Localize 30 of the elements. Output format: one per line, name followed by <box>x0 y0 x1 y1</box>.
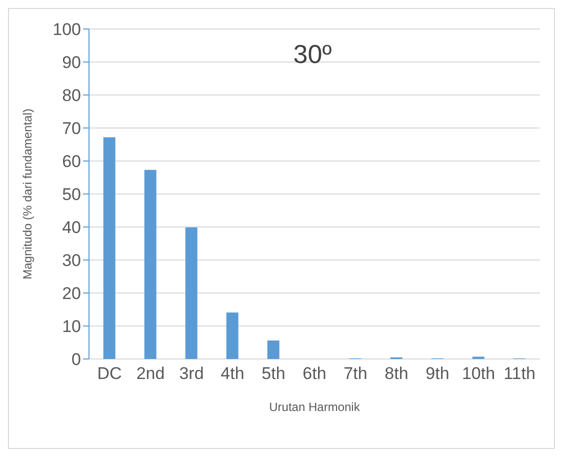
bar <box>144 170 156 359</box>
bar <box>267 340 280 359</box>
x-tick-label: 3rd <box>179 364 204 384</box>
y-tick-label: 80 <box>62 86 81 106</box>
y-tick-label: 10 <box>62 317 81 336</box>
x-tick-label: 9th <box>426 364 450 384</box>
x-tick-label: 8th <box>384 364 408 384</box>
x-tick-label: 7th <box>344 364 368 384</box>
x-tick-label: 6th <box>302 364 326 384</box>
bar <box>103 137 116 359</box>
y-tick-label: 50 <box>62 185 81 204</box>
y-tick-label: 60 <box>62 152 81 172</box>
x-axis-title: Urutan Harmonik <box>269 400 361 414</box>
y-tick-label: 90 <box>62 53 81 72</box>
y-tick-label: 100 <box>52 20 81 40</box>
x-tick-label: 11th <box>504 364 536 384</box>
y-tick-label: 70 <box>62 119 81 138</box>
y-tick-label: 30 <box>62 251 81 270</box>
x-tick-label: 2nd <box>136 364 165 384</box>
chart-title: 30º <box>293 39 332 69</box>
y-tick-label: 20 <box>62 284 81 304</box>
x-tick-label: 10th <box>462 364 496 384</box>
x-tick-label: DC <box>97 364 122 384</box>
x-tick-label: 4th <box>220 364 244 384</box>
bar <box>226 312 238 359</box>
x-tick-label: 5th <box>262 364 286 384</box>
y-axis-title: Magnitudo (% dari fundamental) <box>20 108 34 280</box>
bar <box>185 227 198 359</box>
y-tick-label: 0 <box>72 350 81 370</box>
y-tick-label: 40 <box>62 218 81 238</box>
